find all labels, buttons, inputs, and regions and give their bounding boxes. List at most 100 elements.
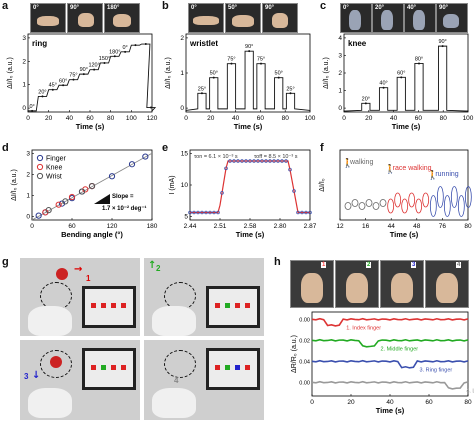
e-data-point [244,159,248,163]
h-x-tick-label: 60 [425,399,433,406]
b-y-tick-label: 2 [180,35,184,42]
e-x-tick-label: 2.80 [274,223,287,230]
a-step-label: 45° [49,83,57,89]
e-data-point [236,159,240,163]
f-peak-1 [394,192,402,208]
panel-f: f 12 16 44 48 76 80 Time (s) ΔI/I₀ walking 🚶 race … [316,142,474,250]
chart-fingers: 0 20 40 60 80 Time (s) ΔR/R₀ (a.u.) 1. Index fi… [291,311,474,415]
d-point-wrist [45,207,52,214]
a-step-label: 20° [38,89,46,95]
a-step-label: 180° [109,49,120,55]
e-data-point [272,159,276,163]
d-point-wrist [88,182,96,190]
h-y-tick-label: 0.02 [299,338,310,344]
d-x-axis-label: Bending angle (°) [61,230,123,239]
e-data-point [208,210,212,215]
photo-ring-0: 0° [30,3,66,33]
e-data-point [216,210,220,215]
f-x-tick-label: 16 [362,223,370,230]
f-peak-1 [422,192,430,208]
e-y-tick-label: 15 [181,151,189,158]
label-num-3: 3 [24,372,29,381]
photo-wrist-90: 90° [262,3,298,33]
c-x-tick-label: 100 [463,115,474,122]
h-trace-2 [311,338,469,348]
f-x-tick-label: 44 [388,223,396,230]
d-legend-label: Finger [46,156,67,163]
b-trace [185,50,311,111]
panel-label-a: a [2,0,9,12]
a-x-axis-label: Time (s) [76,122,105,131]
f-x-tick-label: 80 [464,223,472,230]
photo-knee-0: 0° [340,3,372,33]
b-x-tick-label: 20 [207,115,215,122]
f-peak-0 [365,199,373,207]
c-trace [343,45,469,112]
f-mode-label: race walking [393,165,432,172]
e-data-point [300,210,304,215]
f-x-tick-label: 48 [413,223,421,230]
photo-ring-90: 90° [67,3,103,33]
label-num-2: 2 [156,264,161,273]
e-data-point [304,210,308,215]
d-slope-value: 1.7 × 10⁻² deg⁻¹ [102,205,147,212]
c-x-tick-label: 20 [365,115,373,122]
c-step-label: 90° [438,39,446,45]
panel-e: e 2.44 2.51 2.58 2.80 2.87 5 10 15 Time (s) I (mA… [158,142,317,250]
b-x-tick-label: 100 [305,115,316,122]
panel-g: g 1 → 2 ↑ 3 ↓ 4 [0,256,270,422]
photo-finger-4: 4 [425,260,469,308]
h-x-tick-label: 40 [386,399,394,406]
e-data-point [252,159,256,163]
a-y-tick-label: 1 [22,82,26,89]
panel-label-h: h [274,256,281,268]
c-x-tick-label: 80 [440,115,448,122]
c-y-tick-label: 2 [338,70,342,77]
a-x-tick-label: 20 [45,115,53,122]
f-y-axis-label: ΔI/I₀ [319,178,326,192]
a-y-tick-label: 3 [22,35,26,42]
a-trace [28,43,157,112]
d-y-tick-label: 3 [26,151,30,158]
b-step-label: 90° [245,44,253,50]
c-x-tick-label: 0 [342,115,346,122]
e-tau-off: τoff = 8.5 × 10⁻³ s [254,154,298,160]
panel-b: b 0° 50° 90° 0 20 40 60 80 100 0 1 2 Time (s) ΔI/I… [158,0,316,140]
label-num-4: 4 [174,376,179,385]
e-fit-line [190,160,310,214]
d-legend-label: Wrist [46,174,62,181]
c-step-label: 80° [415,56,423,62]
label-num-1: 1 [86,274,91,283]
photo-wrist-0: 0° [188,3,224,33]
d-y-tick-label: 0 [26,214,30,221]
photo-finger-3: 3 [380,260,424,308]
e-x-tick-label: 2.51 [214,223,227,230]
chart-wristlet: 0 20 40 60 80 100 0 1 2 Time (s) ΔI/I₀ (a.u.) wrist… [165,33,316,131]
e-tau-on: τon = 6.1 × 10⁻³ s [194,154,238,160]
d-point-knee [68,193,76,201]
e-data-point [284,159,288,163]
c-tag: knee [348,39,367,48]
f-peak-2 [457,195,465,217]
a-x-tick-label: 60 [86,115,94,122]
panel-label-b: b [162,0,169,12]
a-step-label: 90° [80,67,88,73]
d-slope-triangle [94,194,110,204]
e-x-tick-label: 2.87 [304,223,316,230]
d-point-finger [35,212,42,219]
arrow-right-icon: → [74,264,83,275]
e-data-point [228,159,232,163]
e-data-point [276,159,280,163]
chart-response-time: 2.44 2.51 2.58 2.80 2.87 5 10 15 Time (s) I (mA) τ… [169,149,317,239]
h-trace-4 [311,380,469,390]
d-x-tick-label: 180 [147,223,158,230]
c-x-tick-label: 40 [390,115,398,122]
panel-h: h 1 2 3 4 0 20 40 60 80 Time (s) ΔR/R₀ (a.u.) 1… [272,256,474,422]
f-peak-0 [351,199,359,207]
panel-label-e: e [162,142,169,154]
f-x-tick-label: 76 [439,223,447,230]
b-y-tick-label: 0 [180,105,184,112]
b-x-tick-label: 40 [232,115,240,122]
f-peak-2 [450,186,458,208]
